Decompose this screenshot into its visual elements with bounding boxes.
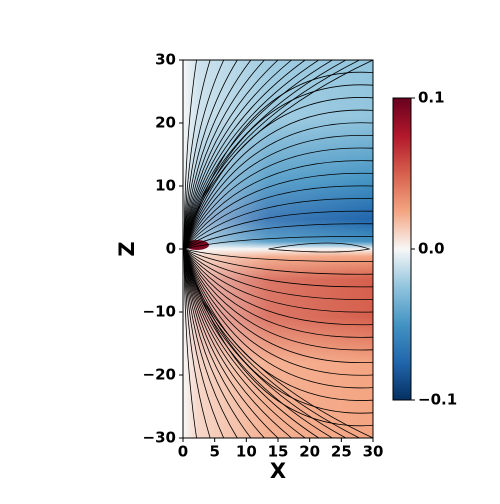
field-plot — [183, 60, 373, 438]
streamline — [183, 248, 225, 438]
streamline — [183, 248, 373, 389]
x-tick-label: 0 — [178, 443, 188, 461]
streamline — [183, 60, 333, 250]
x-tick-label: 15 — [268, 443, 289, 461]
y-tick-label: −30 — [143, 429, 176, 447]
streamline — [183, 248, 292, 438]
streamline — [183, 248, 373, 414]
streamline — [183, 160, 373, 250]
streamline — [183, 97, 373, 250]
streamline — [183, 248, 373, 364]
streamline — [183, 60, 306, 250]
y-axis-label: Z — [115, 241, 139, 256]
streamline — [183, 248, 211, 438]
streamline — [183, 248, 306, 438]
streamline — [183, 248, 373, 288]
streamline — [183, 248, 252, 438]
y-tick-label: 0 — [166, 240, 176, 258]
streamline — [183, 248, 360, 438]
streamline — [183, 235, 373, 250]
streamline — [183, 71, 373, 250]
streamline — [183, 248, 373, 338]
y-tick-label: 20 — [155, 114, 176, 132]
streamline — [183, 147, 373, 250]
streamline — [183, 60, 197, 250]
streamline — [183, 248, 373, 427]
streamline — [183, 60, 279, 250]
streamline — [183, 248, 265, 438]
x-tick-label: 10 — [236, 443, 257, 461]
streamline — [183, 248, 333, 438]
streamline — [183, 248, 373, 300]
x-tick-label: 30 — [363, 443, 384, 461]
streamline — [183, 248, 373, 326]
streamline — [183, 134, 373, 250]
y-tick-label: 30 — [155, 51, 176, 69]
x-tick-label: 25 — [331, 443, 352, 461]
streamline — [183, 60, 319, 250]
streamline — [183, 60, 252, 250]
streamline — [183, 248, 197, 438]
x-tick-label: 5 — [209, 443, 219, 461]
streamline — [183, 84, 373, 250]
streamline — [183, 60, 211, 250]
streamline — [183, 248, 319, 438]
colorbar-tick-label: 0.1 — [418, 89, 445, 107]
streamline — [268, 242, 371, 253]
streamline — [183, 60, 292, 250]
streamline — [183, 248, 373, 351]
streamline — [183, 248, 373, 263]
streamline — [183, 223, 373, 250]
x-axis-label: X — [270, 459, 286, 483]
streamline — [183, 60, 265, 250]
streamline — [183, 122, 373, 250]
streamline — [183, 248, 373, 275]
streamline — [183, 248, 373, 313]
streamline — [183, 198, 373, 250]
streamline — [183, 248, 373, 376]
streamline — [183, 60, 225, 250]
streamline — [183, 185, 373, 250]
streamline — [183, 210, 373, 250]
field-fade — [183, 60, 373, 438]
streamline — [183, 248, 238, 438]
streamline — [183, 248, 373, 401]
colorbar-tick-label: −0.1 — [418, 391, 457, 409]
streamline — [183, 60, 238, 250]
x-tick-label: 20 — [299, 443, 320, 461]
colorbar — [392, 97, 412, 401]
streamline — [183, 172, 373, 250]
streamline — [183, 248, 279, 438]
streamline — [183, 60, 360, 250]
y-tick-label: −10 — [143, 303, 176, 321]
y-tick-label: −20 — [143, 366, 176, 384]
colorbar-tick-label: 0.0 — [418, 240, 445, 258]
y-tick-label: 10 — [155, 177, 176, 195]
streamline — [183, 109, 373, 250]
